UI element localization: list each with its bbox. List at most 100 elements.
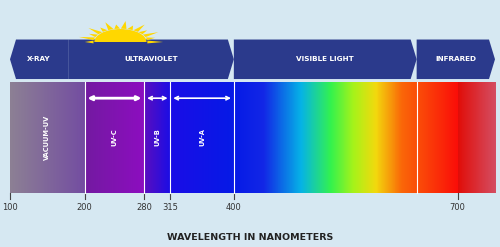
Bar (490, 82, 491, 193)
Bar (481, 82, 482, 193)
Bar (288, 82, 290, 193)
Bar (247, 82, 248, 193)
Bar (384, 82, 385, 193)
Bar (489, 82, 490, 193)
Bar (118, 82, 120, 193)
Bar (18, 82, 20, 193)
Bar (436, 82, 438, 193)
Bar (219, 82, 220, 193)
Bar (116, 82, 117, 193)
Bar (33, 82, 34, 193)
Bar (386, 82, 387, 193)
Bar (169, 82, 170, 193)
Bar (452, 82, 454, 193)
Bar (84, 82, 85, 193)
Bar (255, 82, 256, 193)
Bar (495, 82, 496, 193)
Bar (374, 82, 376, 193)
Bar (436, 82, 437, 193)
Bar (256, 82, 257, 193)
Bar (54, 82, 56, 193)
Bar (409, 82, 410, 193)
Bar (120, 82, 122, 193)
Bar (37, 82, 38, 193)
Bar (16, 82, 17, 193)
Bar (272, 82, 273, 193)
Bar (252, 82, 254, 193)
Bar (476, 82, 478, 193)
Bar (74, 82, 76, 193)
Bar (308, 82, 310, 193)
Bar (146, 82, 148, 193)
Bar (320, 82, 322, 193)
Bar (254, 82, 255, 193)
Bar (20, 82, 21, 193)
Bar (395, 82, 396, 193)
Polygon shape (128, 25, 133, 30)
Bar (96, 82, 97, 193)
Bar (249, 82, 250, 193)
Bar (187, 82, 188, 193)
Bar (240, 82, 242, 193)
Bar (89, 82, 90, 193)
Bar (158, 82, 160, 193)
Bar (336, 82, 338, 193)
Bar (204, 82, 205, 193)
Bar (190, 82, 192, 193)
Bar (266, 82, 268, 193)
Bar (40, 82, 41, 193)
Bar (483, 82, 484, 193)
Bar (407, 82, 408, 193)
Bar (180, 82, 181, 193)
Bar (68, 82, 69, 193)
Bar (386, 82, 388, 193)
Bar (206, 82, 208, 193)
Bar (23, 82, 24, 193)
Bar (39, 82, 40, 193)
Bar (420, 82, 421, 193)
Bar (420, 82, 422, 193)
Bar (342, 82, 344, 193)
Bar (492, 82, 494, 193)
Bar (176, 82, 177, 193)
Bar (432, 82, 434, 193)
Bar (224, 82, 225, 193)
Bar (106, 82, 108, 193)
Bar (193, 82, 194, 193)
Bar (142, 82, 144, 193)
Bar (260, 82, 262, 193)
Bar (338, 82, 340, 193)
Bar (20, 82, 21, 193)
Bar (46, 82, 47, 193)
Bar (476, 82, 477, 193)
Bar (26, 82, 27, 193)
Bar (436, 82, 438, 193)
Bar (28, 82, 29, 193)
Bar (123, 82, 124, 193)
Bar (56, 82, 58, 193)
Bar (55, 82, 56, 193)
Bar (140, 82, 142, 193)
Bar (332, 82, 334, 193)
Bar (353, 82, 354, 193)
Bar (136, 82, 137, 193)
Bar (276, 82, 278, 193)
Bar (135, 82, 136, 193)
Polygon shape (146, 38, 155, 40)
Bar (45, 82, 46, 193)
Bar (60, 82, 61, 193)
Bar (85, 82, 86, 193)
Bar (479, 82, 480, 193)
Bar (294, 82, 295, 193)
Bar (90, 82, 91, 193)
Bar (57, 82, 58, 193)
Bar (60, 82, 61, 193)
Bar (106, 82, 108, 193)
Bar (438, 82, 440, 193)
Bar (14, 82, 16, 193)
Bar (298, 82, 299, 193)
Bar (154, 82, 156, 193)
Bar (70, 82, 72, 193)
Bar (49, 82, 50, 193)
Bar (279, 82, 280, 193)
